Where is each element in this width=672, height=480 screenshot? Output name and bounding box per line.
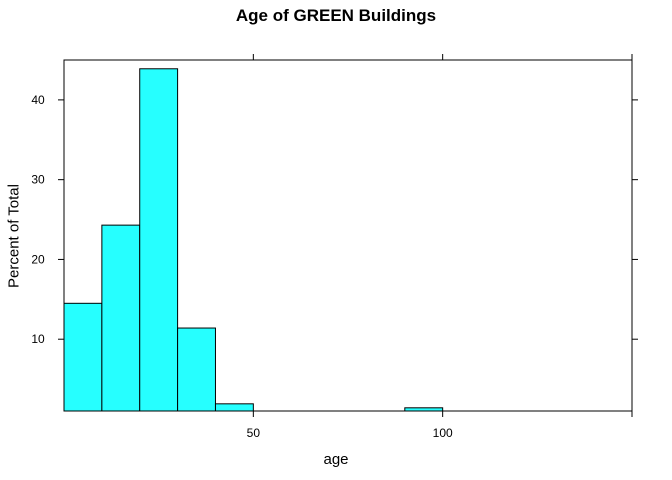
histogram-bar — [101, 224, 141, 412]
histogram-bar — [177, 327, 216, 412]
y-tick-label: 40 — [31, 93, 45, 107]
x-tick-label: 100 — [433, 426, 453, 440]
y-tick-label: 10 — [31, 332, 45, 346]
chart-title: Age of GREEN Buildings — [235, 6, 437, 25]
ticks-group: 50 100 10 20 30 40 — [31, 54, 638, 440]
x-axis-label: age — [323, 451, 349, 468]
histogram-bar — [63, 302, 103, 412]
y-tick-label: 20 — [31, 252, 45, 266]
y-tick-label: 30 — [31, 173, 45, 187]
bars-group — [63, 68, 444, 412]
plot-frame — [63, 59, 633, 412]
x-tick-label: 50 — [247, 426, 261, 440]
histogram-bar — [139, 68, 179, 412]
histogram-bar — [214, 403, 254, 412]
